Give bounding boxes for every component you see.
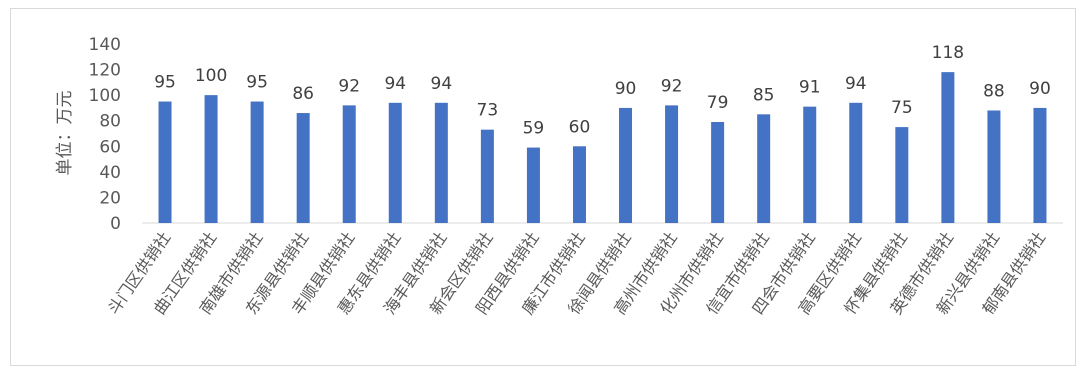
- bar: [388, 102, 402, 223]
- data-label: 95: [154, 73, 176, 93]
- data-label: 90: [1029, 79, 1051, 99]
- bar: [158, 101, 172, 223]
- data-label: 73: [477, 101, 499, 121]
- bar: [619, 107, 633, 223]
- bar: [296, 113, 310, 223]
- bar: [895, 127, 909, 223]
- bar: [204, 95, 218, 223]
- data-label: 92: [661, 76, 683, 96]
- data-label: 75: [891, 98, 913, 118]
- bar: [711, 121, 725, 223]
- y-tick-label: 40: [99, 163, 121, 183]
- bar: [665, 105, 679, 223]
- data-label: 92: [338, 76, 360, 96]
- data-label: 79: [707, 93, 729, 113]
- bar: [803, 106, 817, 223]
- y-axis-title: 单位：万元: [55, 91, 75, 176]
- data-label: 91: [799, 78, 821, 98]
- data-label: 59: [523, 119, 545, 139]
- data-label: 85: [753, 85, 775, 105]
- data-label: 94: [845, 74, 867, 94]
- data-label: 95: [246, 73, 268, 93]
- bar: [250, 101, 264, 223]
- bar: [941, 72, 955, 223]
- y-tick-label: 100: [89, 86, 121, 106]
- y-tick-label: 60: [99, 137, 121, 157]
- bar: [526, 147, 540, 223]
- data-label: 90: [615, 79, 637, 99]
- bar: [434, 102, 448, 223]
- bar: [849, 102, 863, 223]
- y-tick-label: 140: [89, 35, 121, 55]
- data-label: 100: [195, 66, 227, 86]
- data-label: 60: [569, 117, 591, 137]
- bar: [342, 105, 356, 223]
- bar: [757, 114, 771, 223]
- bar: [1033, 107, 1047, 223]
- bar: [572, 146, 586, 223]
- bar: [987, 110, 1001, 223]
- y-tick-label: 20: [99, 188, 121, 208]
- data-label: 86: [292, 84, 314, 104]
- y-tick-label: 120: [89, 61, 121, 81]
- bar: [480, 129, 494, 223]
- data-label: 118: [932, 43, 964, 63]
- y-tick-label: 0: [110, 214, 121, 234]
- y-tick-label: 80: [99, 112, 121, 132]
- data-label: 88: [983, 81, 1005, 101]
- data-label: 94: [384, 74, 406, 94]
- data-label: 94: [431, 74, 453, 94]
